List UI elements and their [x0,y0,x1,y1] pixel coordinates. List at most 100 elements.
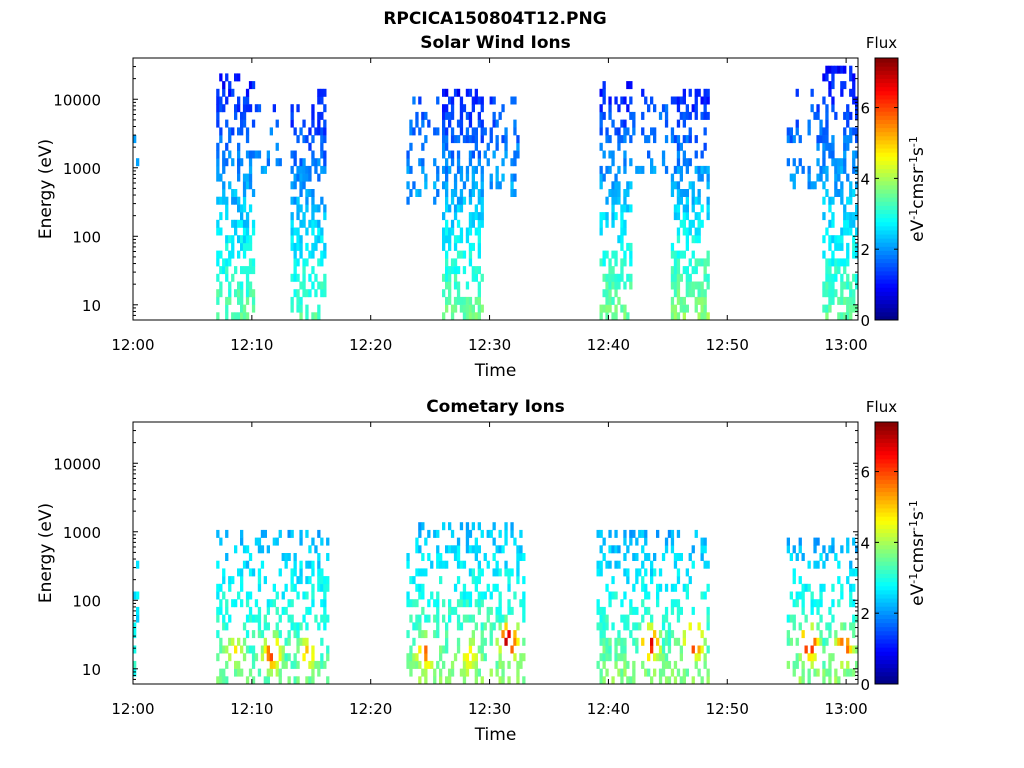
flux-cell [602,111,606,120]
flux-cell [608,289,612,298]
colorbar-step [875,135,898,141]
flux-cell [314,273,318,282]
flux-cell [846,637,850,646]
flux-cell [427,614,431,623]
flux-cell [831,96,835,105]
flux-cell [465,281,470,290]
y-tick-label: 10000 [53,91,101,109]
flux-cell [516,545,520,554]
colorbar-step [875,225,898,231]
flux-cell [245,645,250,654]
flux-cell [694,258,698,267]
flux-cell [240,119,244,128]
flux-cell [421,142,425,151]
flux-cell [266,653,270,662]
colorbar-step [875,438,898,443]
flux-cell [468,196,473,205]
flux-cell [219,227,223,236]
flux-cell [849,312,853,321]
flux-cell [448,668,452,677]
flux-cell [641,529,645,538]
flux-cell [225,142,229,151]
flux-cell [453,181,458,190]
flux-cell [445,88,449,97]
flux-cell [133,135,137,144]
flux-cell [263,576,267,585]
flux-cell [516,553,520,561]
flux-cell [670,189,675,197]
flux-cell [611,591,615,600]
flux-cell [825,289,829,298]
flux-cell [629,258,633,267]
flux-cell [673,250,678,259]
flux-cell [691,281,695,290]
flux-cell [219,250,223,259]
flux-cell [477,119,481,128]
flux-cell [611,250,615,259]
flux-cell [311,537,315,546]
flux-cell [825,165,829,174]
flux-cell [846,119,850,128]
flux-cell [462,266,467,275]
flux-cell [629,281,633,290]
flux-cell [290,181,294,190]
flux-cell [617,668,621,677]
flux-cell [465,529,470,538]
flux-cell [516,676,520,685]
flux-cell [453,173,458,182]
flux-cell [605,273,609,282]
flux-cell [670,135,675,144]
flux-cell [611,296,615,305]
flux-cell [834,273,838,282]
flux-cell [471,242,475,251]
flux-cell [225,204,229,213]
flux-cell [234,227,238,236]
flux-cell [311,196,315,205]
flux-cell [810,88,814,97]
flux-cell [418,622,422,631]
colorbar-step [875,103,898,108]
flux-cell [840,242,844,251]
flux-cell [608,560,612,569]
flux-cell [510,181,514,190]
flux-cell [317,304,321,313]
flux-cell [245,173,250,182]
flux-cell [474,553,478,561]
plot-frame [132,421,859,685]
flux-cell [670,296,675,305]
flux-cell [453,242,458,251]
flux-cell [456,235,461,244]
flux-cell [245,296,250,305]
colorbar-step [875,606,898,611]
flux-cell [317,258,321,267]
flux-cell [242,196,247,205]
colorbar-step [875,180,898,186]
flux-cell [653,630,657,639]
flux-cell [245,219,250,228]
flux-cell [439,645,443,654]
flux-cell [468,591,473,600]
flux-cell [706,250,710,259]
flux-cell [433,630,437,639]
flux-cell [323,576,327,585]
flux-cell [456,150,461,159]
flux-cell [468,599,473,608]
flux-cell [849,281,853,290]
flux-cell [626,622,630,631]
flux-cell [626,127,630,136]
flux-cell [614,545,618,554]
flux-cell [819,614,823,623]
flux-cell [453,304,458,313]
colorbar-step [875,258,898,264]
flux-cell [245,289,250,298]
flux-cell [611,622,615,631]
flux-cell [216,173,220,182]
flux-cell [501,545,505,554]
x-tick-label: 12:40 [587,336,630,354]
flux-cell [501,104,505,113]
flux-cell [219,583,223,592]
flux-cell [620,266,624,275]
flux-cell [474,96,478,105]
y-tick-label: 10 [82,297,101,315]
flux-cell [448,111,452,120]
